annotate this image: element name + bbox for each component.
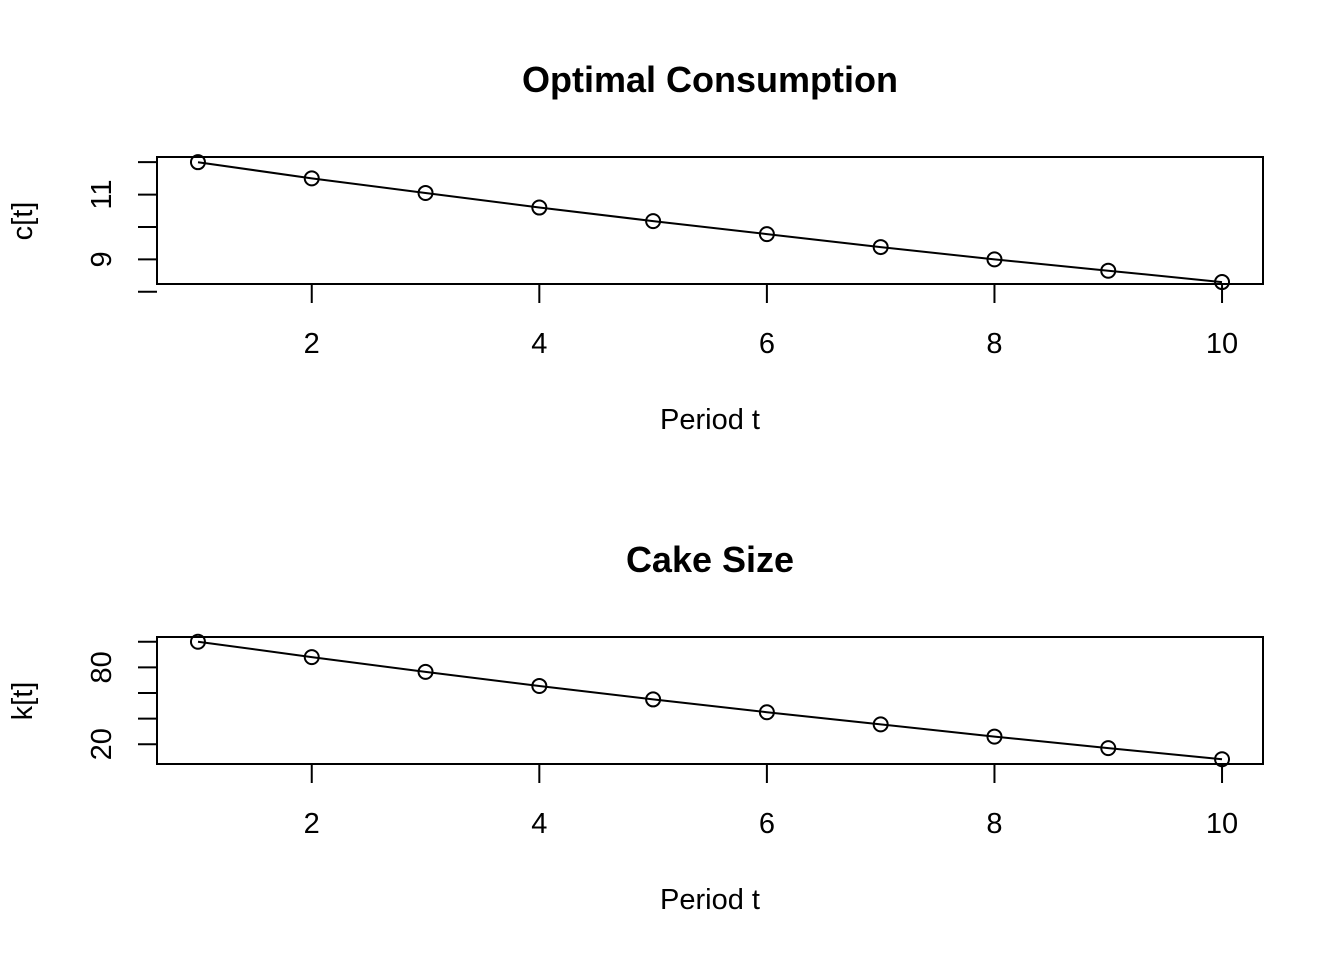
data-point (189, 633, 206, 650)
y-tick-label: 9 (86, 251, 118, 267)
data-point (1100, 262, 1117, 279)
chart-title: Cake Size (626, 539, 794, 580)
data-point (872, 239, 889, 256)
y-axis-label: k[t] (7, 682, 39, 721)
x-tick-label: 2 (304, 808, 320, 840)
data-point (1100, 740, 1117, 757)
data-point (303, 649, 320, 666)
plot-marks (189, 633, 1231, 768)
cake-size-panel: Cake Size Period t k[t] 2 4 6 8 10 20 80 (7, 539, 1264, 916)
chart-title: Optimal Consumption (522, 59, 898, 100)
data-point (758, 226, 775, 243)
data-point (645, 213, 662, 230)
data-point (758, 704, 775, 721)
data-point (872, 716, 889, 733)
x-tick-label: 8 (986, 808, 1002, 840)
y-tick-label: 20 (86, 728, 118, 760)
data-point (189, 154, 206, 171)
data-point (303, 170, 320, 187)
x-axis-label: Period t (660, 884, 760, 916)
plot-frame (156, 636, 1264, 765)
y-axis-label: c[t] (7, 202, 39, 241)
series-line (197, 640, 1223, 761)
y-tick-label: 11 (86, 180, 118, 210)
data-point (1214, 274, 1231, 291)
tick-layer: 2 4 6 8 10 9 11 (86, 156, 1264, 360)
plot-marks (189, 154, 1231, 291)
x-tick-label: 2 (304, 328, 320, 360)
data-point (531, 199, 548, 216)
x-tick-label: 10 (1206, 328, 1238, 360)
x-axis-label: Period t (660, 404, 760, 436)
data-point (986, 251, 1003, 268)
x-tick-label: 8 (986, 328, 1002, 360)
data-point (417, 184, 434, 201)
data-point (1214, 751, 1231, 768)
data-point (645, 691, 662, 708)
data-point (531, 677, 548, 694)
consumption-panel: Optimal Consumption Period t c[t] 2 4 6 8 10… (7, 59, 1264, 436)
y-tick-label: 80 (86, 651, 118, 683)
data-point (986, 728, 1003, 745)
tick-layer: 2 4 6 8 10 20 80 (86, 636, 1264, 840)
x-tick-label: 6 (759, 328, 775, 360)
x-tick-label: 6 (759, 808, 775, 840)
x-tick-label: 10 (1206, 808, 1238, 840)
series-line (197, 161, 1223, 284)
plot-frame (156, 156, 1264, 285)
x-tick-label: 4 (531, 328, 547, 360)
x-tick-label: 4 (531, 808, 547, 840)
data-point (417, 663, 434, 680)
